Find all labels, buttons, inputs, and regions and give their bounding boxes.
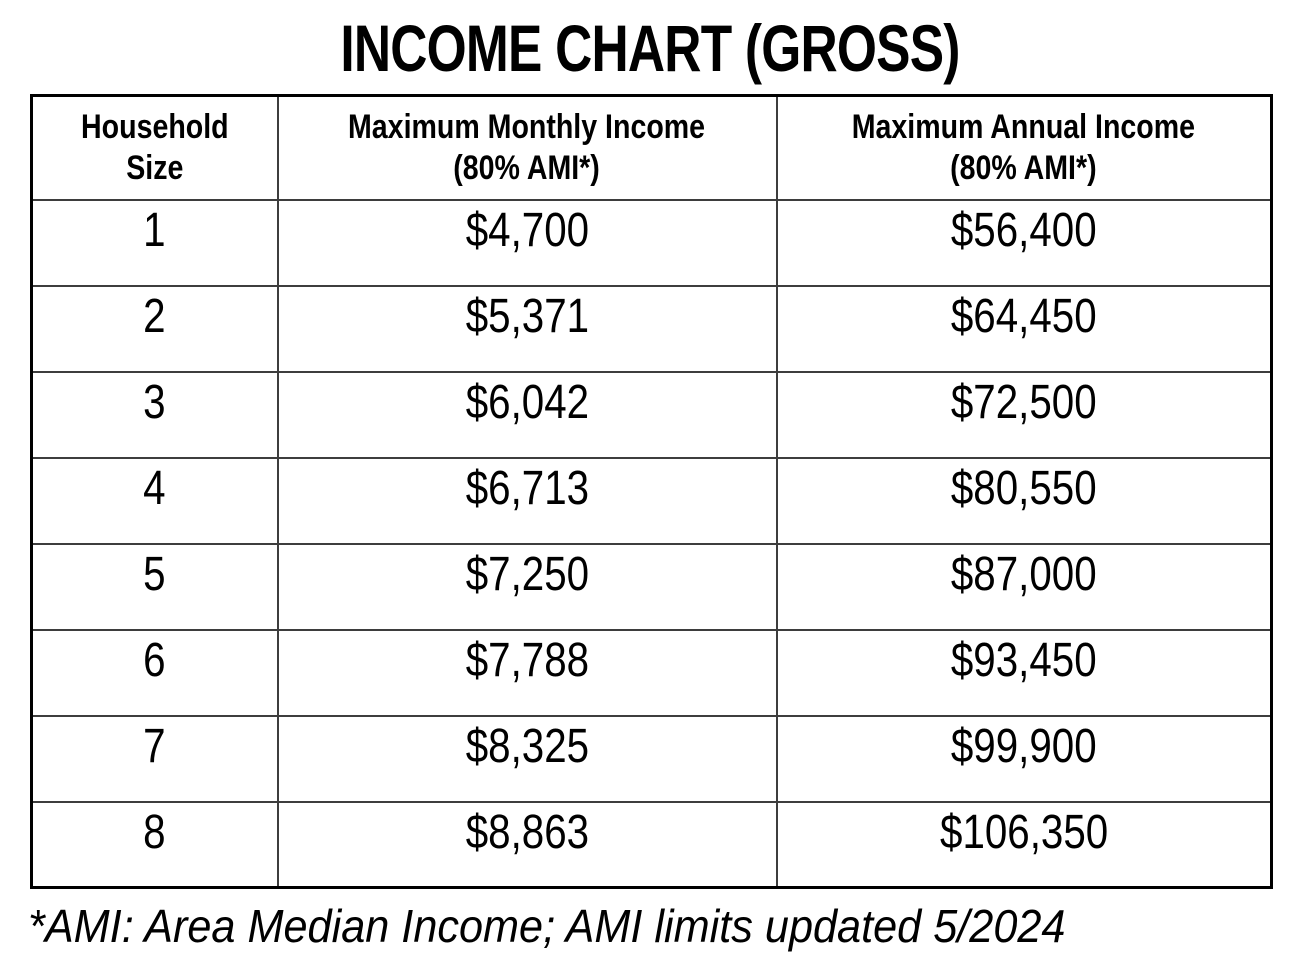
annual-income-cell: $80,550 xyxy=(775,456,1273,545)
annual-income-cell: $87,000 xyxy=(775,542,1273,631)
income-table: Household Size Maximum Monthly Income (8… xyxy=(30,94,1273,889)
household-size-cell: 3 xyxy=(30,370,279,459)
household-size-cell: 5 xyxy=(30,542,279,631)
page-title-text: INCOME CHART (GROSS) xyxy=(340,11,960,85)
annual-income-cell: $106,350 xyxy=(775,800,1273,889)
household-size-cell: 7 xyxy=(30,714,279,803)
header-line: (80% AMI*) xyxy=(950,148,1097,187)
col-header-household-size: Household Size xyxy=(30,94,279,201)
household-size-cell: 6 xyxy=(30,628,279,717)
header-line: Household xyxy=(80,107,229,146)
annual-income-cell: $56,400 xyxy=(775,198,1273,287)
household-size-cell: 4 xyxy=(30,456,279,545)
household-size-cell: 1 xyxy=(30,198,279,287)
header-row: Household Size Maximum Monthly Income (8… xyxy=(30,94,1273,201)
table-row: 8 $8,863 $106,350 xyxy=(30,800,1273,889)
annual-income-cell: $64,450 xyxy=(775,284,1273,373)
annual-income-cell: $93,450 xyxy=(775,628,1273,717)
table-row: 4 $6,713 $80,550 xyxy=(30,456,1273,545)
header-line: Maximum Annual Income xyxy=(852,107,1196,146)
monthly-income-cell: $6,042 xyxy=(276,370,778,459)
monthly-income-cell: $8,863 xyxy=(276,800,778,889)
table-row: 3 $6,042 $72,500 xyxy=(30,370,1273,459)
monthly-income-cell: $7,788 xyxy=(276,628,778,717)
annual-income-cell: $99,900 xyxy=(775,714,1273,803)
monthly-income-cell: $4,700 xyxy=(276,198,778,287)
page-title: INCOME CHART (GROSS) xyxy=(0,10,1300,86)
household-size-cell: 8 xyxy=(30,800,279,889)
table-row: 1 $4,700 $56,400 xyxy=(30,198,1273,287)
table-row: 2 $5,371 $64,450 xyxy=(30,284,1273,373)
col-header-monthly-income: Maximum Monthly Income (80% AMI*) xyxy=(276,94,778,201)
table-row: 6 $7,788 $93,450 xyxy=(30,628,1273,717)
col-header-annual-income: Maximum Annual Income (80% AMI*) xyxy=(775,94,1273,201)
table-row: 7 $8,325 $99,900 xyxy=(30,714,1273,803)
household-size-cell: 2 xyxy=(30,284,279,373)
income-chart-page: INCOME CHART (GROSS) Household Size Maxi… xyxy=(0,10,1300,975)
footnote-text: *AMI: Area Median Income; AMI limits upd… xyxy=(28,900,1066,952)
footnote: *AMI: Area Median Income; AMI limits upd… xyxy=(28,899,1300,953)
header-line: Maximum Monthly Income xyxy=(348,107,706,146)
monthly-income-cell: $8,325 xyxy=(276,714,778,803)
header-line: (80% AMI*) xyxy=(453,148,601,187)
monthly-income-cell: $6,713 xyxy=(276,456,778,545)
monthly-income-cell: $5,371 xyxy=(276,284,778,373)
monthly-income-cell: $7,250 xyxy=(276,542,778,631)
header-line: Size xyxy=(126,148,184,187)
annual-income-cell: $72,500 xyxy=(775,370,1273,459)
table-row: 5 $7,250 $87,000 xyxy=(30,542,1273,631)
